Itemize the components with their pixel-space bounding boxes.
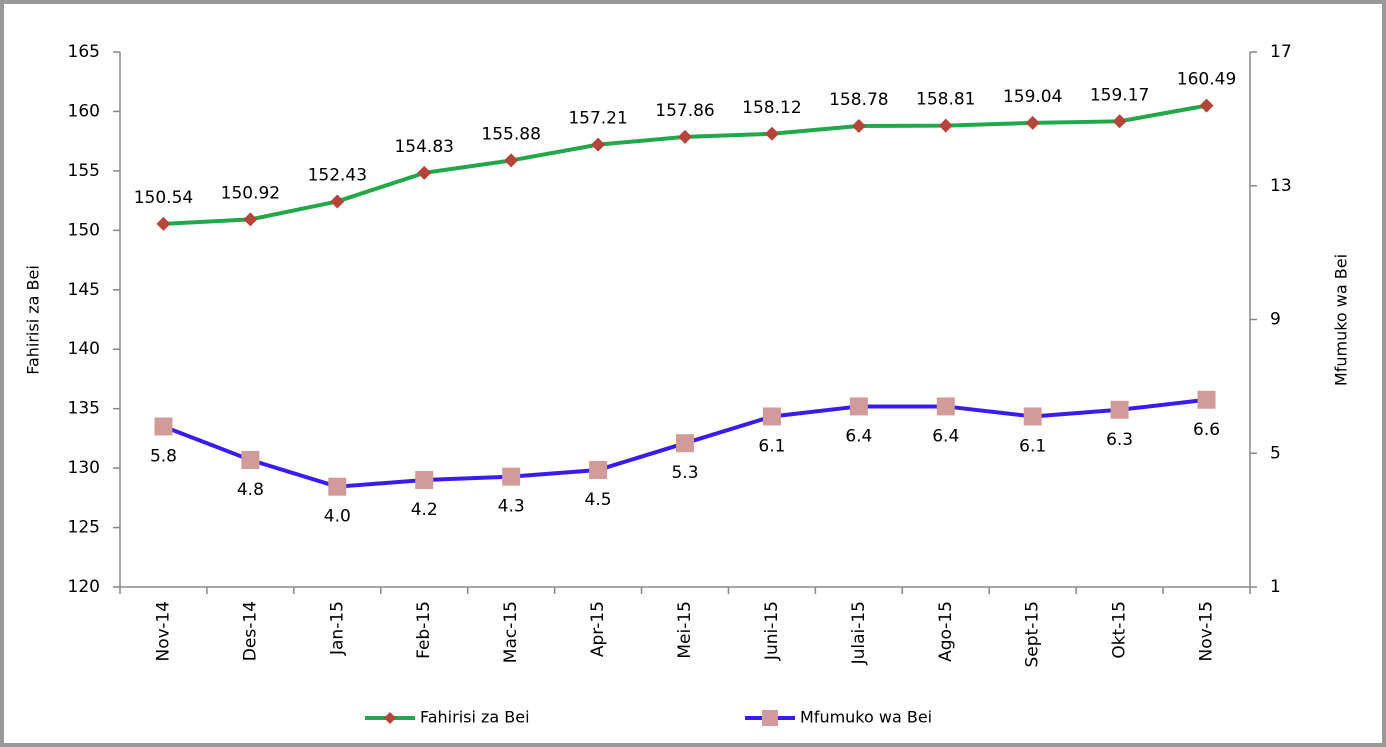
data-point <box>328 477 347 496</box>
data-label: 160.49 <box>1177 70 1236 90</box>
data-point <box>764 126 779 141</box>
y-tick-label: 160 <box>68 101 100 121</box>
y2-tick-label: 9 <box>1270 310 1281 330</box>
legend-marker <box>384 712 396 724</box>
y-tick-label: 145 <box>68 280 100 300</box>
x-tick-label: Des-14 <box>240 601 260 661</box>
data-label: 159.04 <box>1003 87 1062 107</box>
x-tick-label: Nov-14 <box>153 601 173 662</box>
data-point <box>591 137 606 152</box>
legend-label: Fahirisi za Bei <box>420 708 530 727</box>
legend-marker <box>762 710 778 726</box>
x-tick-label: Okt-15 <box>1110 601 1130 659</box>
data-label: 152.43 <box>308 165 367 185</box>
data-point <box>849 397 868 416</box>
data-label: 4.3 <box>498 497 525 517</box>
y-tick-label: 130 <box>68 458 100 478</box>
data-label: 4.8 <box>237 480 264 500</box>
data-point <box>676 434 694 453</box>
x-tick-label: Nov-15 <box>1197 601 1217 662</box>
y-tick-label: 125 <box>68 518 100 538</box>
data-label: 158.78 <box>829 90 888 110</box>
data-label: 154.83 <box>394 137 453 157</box>
data-label: 150.54 <box>134 188 193 208</box>
data-label: 6.3 <box>1106 430 1133 450</box>
data-label: 5.8 <box>150 447 177 467</box>
data-label: 6.1 <box>758 436 785 456</box>
data-label: 4.5 <box>585 490 612 510</box>
x-tick-label: Jan-15 <box>327 601 347 656</box>
y-axis-title: Fahirisi za Bei <box>24 265 43 375</box>
data-label: 6.4 <box>932 426 959 446</box>
x-tick-label: Juni-15 <box>762 601 782 661</box>
data-point <box>504 153 519 168</box>
y2-axis-title: Mfumuko wa Bei <box>1332 254 1351 386</box>
x-tick-label: Sept-15 <box>1023 601 1043 667</box>
data-point <box>502 467 521 486</box>
x-tick-label: Feb-15 <box>414 601 434 659</box>
data-point <box>678 129 692 144</box>
data-point <box>1023 407 1042 426</box>
data-label: 4.2 <box>411 500 438 520</box>
x-tick-label: Mac-15 <box>501 601 521 663</box>
data-label: 6.4 <box>845 426 872 446</box>
data-point <box>1197 390 1216 409</box>
data-point <box>1110 400 1129 419</box>
y-tick-label: 150 <box>68 220 100 240</box>
data-label: 5.3 <box>671 463 698 483</box>
x-tick-label: Mei-15 <box>675 601 695 659</box>
data-label: 159.17 <box>1090 85 1149 105</box>
data-point <box>936 397 955 416</box>
y2-tick-label: 1 <box>1270 577 1281 597</box>
data-point <box>1112 114 1127 129</box>
data-label: 155.88 <box>481 124 540 144</box>
data-point <box>1025 115 1040 130</box>
data-label: 6.6 <box>1193 420 1220 440</box>
y-tick-label: 120 <box>68 577 100 597</box>
data-point <box>417 165 432 180</box>
data-label: 150.92 <box>221 183 280 203</box>
data-label: 158.81 <box>916 90 975 110</box>
data-point <box>241 450 260 469</box>
data-point <box>330 194 345 209</box>
x-tick-label: Apr-15 <box>588 601 608 657</box>
legend-label: Mfumuko wa Bei <box>800 708 932 727</box>
y2-tick-label: 17 <box>1270 42 1292 62</box>
y-tick-label: 140 <box>68 339 100 359</box>
data-point <box>156 216 171 231</box>
x-tick-label: Ago-15 <box>936 601 956 662</box>
data-label: 157.21 <box>568 109 627 129</box>
data-point <box>938 118 953 133</box>
data-point <box>589 460 608 479</box>
data-point <box>243 212 258 227</box>
y-tick-label: 155 <box>68 161 100 181</box>
data-label: 6.1 <box>1019 436 1046 456</box>
data-label: 158.12 <box>742 98 801 118</box>
data-point <box>154 417 173 436</box>
y2-tick-label: 5 <box>1270 443 1281 463</box>
data-point <box>762 407 781 426</box>
y2-tick-label: 13 <box>1270 176 1292 196</box>
x-tick-label: Julai-15 <box>849 601 869 665</box>
data-point <box>1199 98 1214 113</box>
y-tick-label: 135 <box>68 399 100 419</box>
data-label: 4.0 <box>324 507 351 527</box>
data-point <box>415 471 434 489</box>
data-point <box>851 118 866 133</box>
y-tick-label: 165 <box>68 42 100 62</box>
data-label: 157.86 <box>655 101 714 121</box>
